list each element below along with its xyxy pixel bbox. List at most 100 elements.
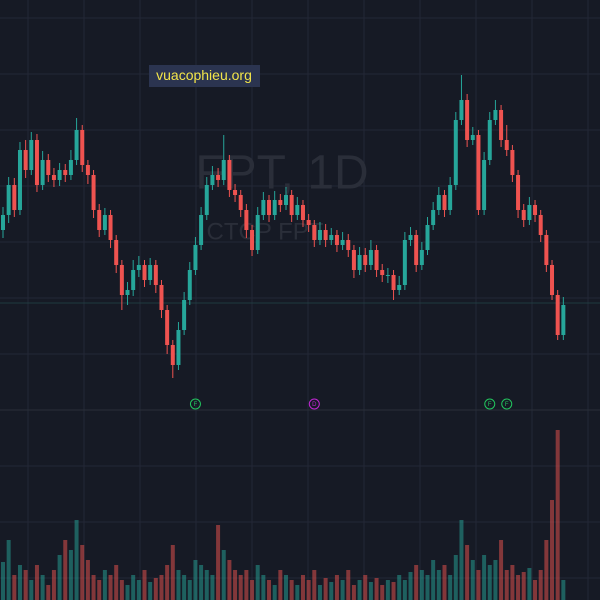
- volume-bar: [385, 580, 390, 600]
- volume-bar: [63, 540, 68, 600]
- volume-bar: [374, 578, 379, 600]
- volume-bar: [533, 580, 538, 600]
- volume-bar: [470, 560, 475, 600]
- candle-body: [159, 285, 164, 310]
- candle-body: [391, 275, 396, 290]
- watermark-subtitle: CTCP FPT: [207, 218, 324, 245]
- volume-bar: [51, 570, 56, 600]
- volume-bar: [204, 570, 209, 600]
- candle-body: [538, 215, 543, 235]
- volume-bar: [340, 580, 345, 600]
- volume-bar: [23, 570, 28, 600]
- volume-bar: [363, 575, 368, 600]
- event-marker: [308, 398, 320, 410]
- volume-bar: [46, 585, 51, 600]
- candle-body: [284, 195, 288, 205]
- volume-bar: [555, 430, 560, 600]
- candle-body: [278, 200, 283, 205]
- volume-bar: [295, 585, 300, 600]
- candle-body: [329, 235, 334, 240]
- candle-body: [261, 200, 266, 215]
- candle-body: [238, 195, 243, 210]
- candle-body: [402, 240, 407, 285]
- candle-body: [550, 265, 555, 295]
- candle-body: [555, 295, 560, 335]
- candle-body: [533, 205, 538, 215]
- candle-body: [476, 135, 481, 210]
- volume-bar: [516, 575, 521, 600]
- candle-body: [165, 310, 170, 345]
- candle-body: [289, 195, 294, 215]
- event-marker: [484, 398, 496, 410]
- volume-bar: [255, 565, 260, 600]
- candle-body: [244, 210, 249, 230]
- volume-bar: [368, 582, 373, 600]
- candle-body: [131, 270, 136, 290]
- volume-bar: [131, 575, 136, 600]
- volume-bar: [414, 565, 419, 600]
- candle-body: [17, 150, 22, 210]
- event-label: F: [505, 402, 509, 408]
- candle-body: [74, 130, 79, 160]
- volume-bar: [57, 555, 62, 600]
- volume-bar: [453, 555, 458, 600]
- volume-bar: [351, 585, 356, 600]
- volume-bar: [346, 570, 351, 600]
- volume-bar: [91, 575, 96, 600]
- volume-bar: [227, 560, 232, 600]
- volume-bar: [357, 580, 362, 600]
- candle-body: [148, 265, 153, 280]
- candle-body: [317, 230, 322, 240]
- volume-bar: [170, 545, 175, 600]
- event-label: D: [312, 402, 317, 408]
- candle-body: [487, 120, 492, 160]
- volume-bar: [521, 572, 526, 600]
- candle-body: [295, 205, 300, 215]
- candle-body: [125, 290, 130, 295]
- candle-body: [91, 175, 96, 210]
- volume-bar: [187, 580, 192, 600]
- volume-bar: [442, 565, 447, 600]
- volume-bar: [538, 570, 543, 600]
- volume-bar: [261, 575, 266, 600]
- candle-body: [114, 240, 119, 265]
- volume-bar: [267, 580, 272, 600]
- candle-body: [29, 140, 34, 170]
- candle-body: [227, 160, 232, 190]
- candle-body: [136, 265, 141, 270]
- candle-body: [199, 215, 204, 245]
- volume-bar: [216, 525, 221, 600]
- candle-body: [380, 270, 385, 275]
- candle-body: [561, 305, 566, 335]
- candle-body: [85, 165, 90, 175]
- candle-body: [425, 225, 430, 250]
- candle-body: [510, 150, 515, 175]
- volume-bar: [136, 580, 141, 600]
- volume-bar: [487, 565, 492, 600]
- candle-body: [521, 210, 526, 220]
- volume-bar: [504, 570, 509, 600]
- volume-bar: [176, 570, 181, 600]
- candle-body: [233, 190, 238, 195]
- candle-body: [193, 245, 198, 270]
- volume-bar: [119, 580, 124, 600]
- candle-body: [351, 250, 356, 270]
- candle-body: [216, 175, 221, 180]
- candle-body: [431, 210, 436, 225]
- candle-body: [46, 160, 51, 175]
- volume-bar: [221, 550, 226, 600]
- volume-bar: [165, 565, 170, 600]
- volume-bar: [561, 580, 566, 600]
- candle-body: [170, 345, 175, 365]
- volume-bar: [250, 580, 255, 600]
- volume-bar: [182, 575, 187, 600]
- volume-bar: [148, 582, 153, 600]
- volume-bar: [448, 575, 453, 600]
- volume-bar: [12, 575, 17, 600]
- candle-body: [465, 100, 470, 140]
- volume-bar: [300, 575, 305, 600]
- volume-bar: [493, 560, 498, 600]
- volume-bar: [199, 565, 204, 600]
- volume-bar: [278, 570, 283, 600]
- volume-bar: [238, 575, 243, 600]
